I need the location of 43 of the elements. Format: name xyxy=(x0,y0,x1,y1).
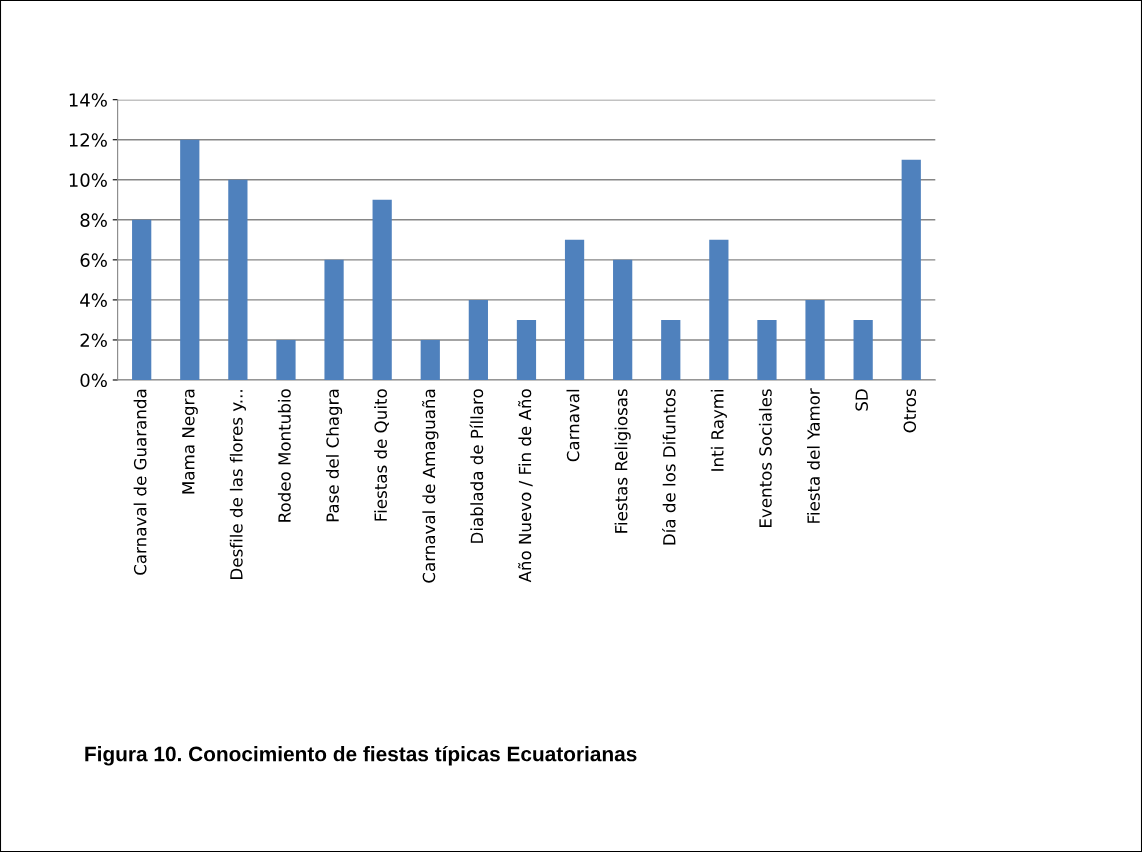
x-tick-label: Carnaval de Amaguaña xyxy=(422,389,439,583)
bar xyxy=(757,319,777,380)
bar xyxy=(228,179,248,380)
bar xyxy=(180,139,200,380)
text: Figura 10. Conocimiento de fiestas típicas Ecuatorianas xyxy=(85,745,637,766)
x-tick-label: Pase del Chagra xyxy=(326,389,343,522)
bar xyxy=(564,239,585,380)
y-tick-label: 12% xyxy=(69,133,107,147)
y-tick-label: 0% xyxy=(80,373,107,388)
bar xyxy=(613,259,633,380)
bar xyxy=(372,199,392,380)
x-tick-label: Día de los Difuntos xyxy=(662,389,676,545)
y-tick-label: 4% xyxy=(80,293,107,308)
x-tick-label: Año Nuevo / Fin de Año xyxy=(518,389,533,583)
x-tick-label: Fiesta del Yamor xyxy=(806,388,820,523)
bar xyxy=(516,319,537,380)
bar xyxy=(853,319,873,380)
bar xyxy=(420,339,440,380)
x-tick-label: Carnaval xyxy=(566,389,580,462)
x-tick-label: Desfile de las flores y... xyxy=(229,390,246,579)
y-tick-label: 14% xyxy=(69,93,107,107)
x-tick-label: Inti Raymi xyxy=(710,389,727,471)
bar xyxy=(276,339,296,380)
bar xyxy=(468,299,488,380)
x-tick-label: Otros xyxy=(903,389,917,433)
x-tick-label: Diablada de Píllaro xyxy=(469,389,484,543)
bar xyxy=(324,259,344,380)
x-tick-label: SD xyxy=(855,389,868,411)
bar xyxy=(709,239,729,380)
bar xyxy=(661,319,681,380)
x-tick-label: Fiestas Religiosas xyxy=(614,389,631,533)
x-tick-label: Fiestas de Quito xyxy=(374,389,389,521)
x-tick-label: Eventos Sociales xyxy=(758,389,772,527)
x-tick-label: Mama Negra xyxy=(182,389,198,494)
y-tick-label: 8% xyxy=(80,213,107,227)
bar xyxy=(901,159,921,380)
y-tick-label: 6% xyxy=(80,253,107,267)
y-tick-label: 2% xyxy=(80,333,107,348)
bar xyxy=(132,219,152,380)
x-tick-label: Rodeo Montubio xyxy=(277,389,291,522)
bar xyxy=(805,299,825,380)
x-tick-label: Carnaval de Guaranda xyxy=(133,389,147,575)
y-tick-label: 10% xyxy=(69,173,107,187)
